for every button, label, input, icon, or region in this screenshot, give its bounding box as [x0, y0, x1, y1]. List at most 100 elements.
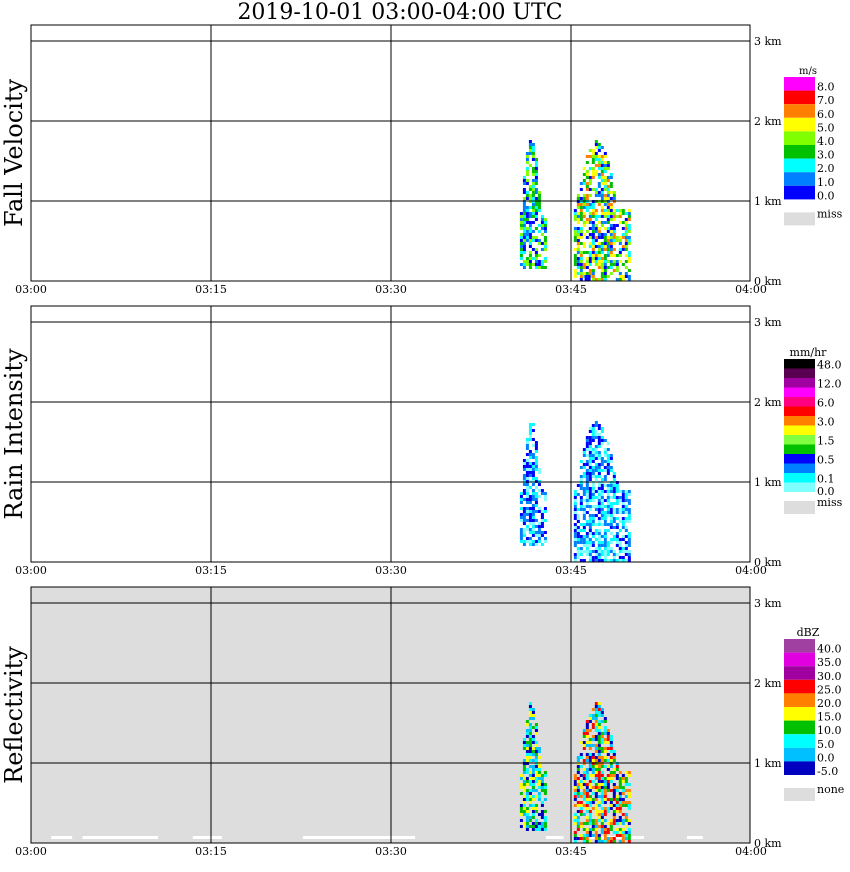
- echo-cell: [531, 807, 535, 810]
- y-tick-label: 0 km: [754, 275, 782, 288]
- x-tick-label: 03:45: [555, 283, 587, 296]
- echo-cell: [609, 523, 613, 526]
- echo-cell: [597, 490, 601, 493]
- echo-cell: [522, 765, 526, 768]
- echo-cell: [522, 221, 526, 224]
- echo-cell: [606, 266, 610, 269]
- echo-cell: [597, 726, 601, 729]
- echo-cell: [618, 801, 622, 804]
- echo-cell: [615, 541, 619, 544]
- echo-cell: [522, 807, 526, 810]
- echo-cell: [582, 194, 586, 197]
- echo-cell: [528, 432, 532, 435]
- echo-cell: [612, 502, 616, 505]
- echo-cell: [540, 522, 544, 525]
- echo-cell: [594, 143, 598, 146]
- echo-cell: [594, 448, 598, 451]
- echo-cell: [627, 828, 631, 831]
- echo-cell: [600, 188, 604, 191]
- echo-cell: [627, 792, 631, 795]
- echo-cell: [615, 819, 619, 822]
- echo-cell: [624, 520, 628, 523]
- echo-cell: [525, 798, 529, 801]
- echo-cell: [618, 783, 622, 786]
- none-strip: [686, 836, 703, 839]
- echo-cell: [606, 227, 610, 230]
- echo-cell: [615, 254, 619, 257]
- echo-cell: [531, 765, 535, 768]
- echo-cell: [525, 825, 529, 828]
- echo-cell: [618, 254, 622, 257]
- echo-cell: [573, 529, 577, 532]
- echo-cell: [594, 777, 598, 780]
- echo-cell: [615, 508, 619, 511]
- echo-cell: [579, 523, 583, 526]
- echo-cell: [600, 553, 604, 556]
- echo-cell: [519, 236, 523, 239]
- echo-cell: [627, 783, 631, 786]
- echo-cell: [603, 798, 607, 801]
- x-tick-label: 04:00: [735, 283, 767, 296]
- echo-cell: [612, 260, 616, 263]
- echo-cell: [528, 792, 532, 795]
- echo-cell: [579, 218, 583, 221]
- echo-cell: [609, 227, 613, 230]
- echo-cell: [534, 723, 538, 726]
- echo-cell: [603, 263, 607, 266]
- echo-cell: [591, 505, 595, 508]
- echo-cell: [525, 155, 529, 158]
- echo-cell: [537, 239, 541, 242]
- echo-cell: [594, 140, 598, 143]
- echo-cell: [591, 786, 595, 789]
- echo-cell: [600, 275, 604, 278]
- echo-cell: [573, 508, 577, 511]
- echo-cell: [603, 269, 607, 272]
- echo-cell: [588, 753, 592, 756]
- echo-cell: [597, 493, 601, 496]
- echo-cell: [618, 272, 622, 275]
- echo-cell: [591, 819, 595, 822]
- echo-cell: [522, 804, 526, 807]
- echo-cell: [537, 798, 541, 801]
- echo-cell: [576, 514, 580, 517]
- echo-cell: [537, 537, 541, 540]
- echo-cell: [525, 519, 529, 522]
- echo-cell: [600, 807, 604, 810]
- echo-cell: [609, 837, 613, 840]
- echo-cell: [540, 260, 544, 263]
- echo-cell: [573, 783, 577, 786]
- echo-cell: [534, 236, 538, 239]
- echo-cell: [585, 795, 589, 798]
- echo-cell: [576, 215, 580, 218]
- echo-cell: [537, 792, 541, 795]
- echo-cell: [603, 559, 607, 562]
- echo-cell: [609, 490, 613, 493]
- echo-cell: [525, 810, 529, 813]
- echo-cell: [609, 756, 613, 759]
- echo-cell: [591, 433, 595, 436]
- echo-cell: [612, 191, 616, 194]
- echo-cell: [531, 444, 535, 447]
- echo-cell: [591, 493, 595, 496]
- echo-cell: [531, 143, 535, 146]
- echo-cell: [597, 436, 601, 439]
- echo-cell: [609, 248, 613, 251]
- echo-cell: [525, 215, 529, 218]
- echo-cell: [597, 469, 601, 472]
- echo-cell: [606, 514, 610, 517]
- echo-cell: [582, 795, 586, 798]
- echo-cell: [522, 191, 526, 194]
- echo-cell: [606, 245, 610, 248]
- echo-cell: [624, 221, 628, 224]
- echo-cell: [621, 236, 625, 239]
- echo-cell: [600, 840, 604, 843]
- echo-cell: [582, 272, 586, 275]
- echo-cell: [624, 212, 628, 215]
- echo-cell: [573, 514, 577, 517]
- echo-cell: [576, 245, 580, 248]
- y-tick-label: 1 km: [754, 195, 782, 208]
- echo-cell: [597, 738, 601, 741]
- echo-cell: [597, 463, 601, 466]
- echo-cell: [627, 239, 631, 242]
- echo-cell: [621, 511, 625, 514]
